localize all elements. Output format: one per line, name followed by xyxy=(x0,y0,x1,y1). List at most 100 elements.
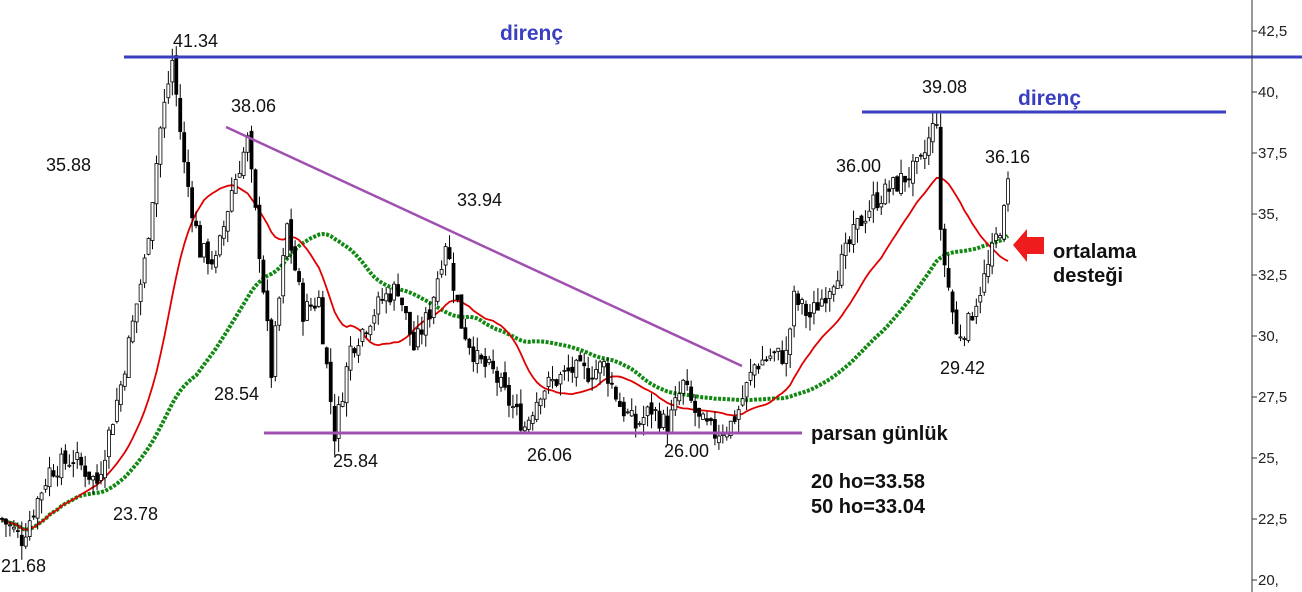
candle-down xyxy=(83,465,88,477)
candle-down xyxy=(467,338,472,348)
candle-down xyxy=(328,361,333,402)
candle-up xyxy=(625,411,630,414)
candle-up xyxy=(146,238,151,255)
price-label: 23.78 xyxy=(113,504,158,524)
candle-up xyxy=(883,183,888,205)
candle-down xyxy=(447,247,452,260)
candle-up xyxy=(926,137,931,156)
candle-up xyxy=(871,194,876,210)
candle-up xyxy=(784,349,789,364)
y-tick-label: 30, xyxy=(1258,328,1279,345)
candle-down xyxy=(689,386,694,401)
candle-up xyxy=(922,152,927,159)
candle-down xyxy=(332,405,337,442)
candle-up xyxy=(23,536,28,547)
candle-down xyxy=(808,312,812,318)
candle-down xyxy=(178,98,183,132)
candle-up xyxy=(986,263,991,277)
candle-down xyxy=(705,418,709,422)
candle-down xyxy=(174,55,179,95)
candle-down xyxy=(780,350,785,364)
candle-up xyxy=(348,345,353,371)
candle-up xyxy=(867,210,872,218)
candle-up xyxy=(233,179,238,194)
y-tick-label: 37,5 xyxy=(1258,145,1287,162)
candle-up xyxy=(229,190,234,212)
candle-up xyxy=(982,273,987,293)
candle-down xyxy=(455,294,460,301)
y-tick-label: 20, xyxy=(1258,572,1279,589)
candle-up xyxy=(958,336,963,339)
candle-down xyxy=(503,372,507,388)
candle-up xyxy=(978,294,983,303)
candle-down xyxy=(451,263,456,291)
candle-down xyxy=(210,259,214,265)
candle-up xyxy=(915,157,919,162)
candle-down xyxy=(400,297,404,306)
candle-up xyxy=(285,223,290,258)
candle-up xyxy=(443,246,448,266)
price-label: 26.00 xyxy=(664,441,709,461)
candle-down xyxy=(257,204,262,260)
candle-down xyxy=(31,515,36,518)
candle-up xyxy=(166,83,171,99)
candle-up xyxy=(641,417,646,425)
ma50-line xyxy=(0,231,1010,532)
price-label: 29.42 xyxy=(940,358,985,378)
candle-up xyxy=(930,123,935,143)
annotation-line-1: ortalama xyxy=(1053,241,1137,263)
candle-down xyxy=(459,294,464,329)
candle-up xyxy=(843,242,848,257)
candle-up xyxy=(911,160,915,184)
candle-up xyxy=(974,305,979,317)
candle-up xyxy=(487,358,492,363)
ma20-line xyxy=(1,176,1009,531)
candle-down xyxy=(427,309,432,320)
candle-down xyxy=(289,219,294,251)
candle-down xyxy=(412,331,416,351)
ma20-legend: 20 ho=33.58 xyxy=(811,471,925,493)
candle-down xyxy=(954,309,959,335)
candle-up xyxy=(499,376,503,388)
candle-down xyxy=(697,407,701,417)
candle-down xyxy=(586,368,591,382)
candle-down xyxy=(633,413,638,429)
candle-down xyxy=(566,367,571,372)
candle-up xyxy=(103,459,107,479)
candle-down xyxy=(293,246,297,271)
candle-up xyxy=(237,172,242,178)
candle-up xyxy=(170,59,175,83)
candle-up xyxy=(792,290,797,327)
candle-up xyxy=(336,404,341,439)
candle-up xyxy=(55,475,60,478)
candle-down xyxy=(796,293,800,305)
candle-up xyxy=(43,485,48,490)
candle-up xyxy=(356,345,361,356)
candle-down xyxy=(190,187,195,219)
candle-up xyxy=(75,452,80,460)
candle-down xyxy=(19,534,24,547)
candle-up xyxy=(768,355,773,359)
candle-up xyxy=(962,338,967,340)
candle-down xyxy=(903,175,907,183)
candle-down xyxy=(463,327,468,340)
ma20-path xyxy=(1,176,1009,531)
candle-up xyxy=(11,526,16,530)
candle-up xyxy=(372,315,377,324)
annotation-line-2: desteği xyxy=(1053,265,1123,287)
candle-down xyxy=(970,316,975,321)
candle-down xyxy=(249,130,254,170)
candle-up xyxy=(827,291,832,299)
candle-up xyxy=(114,399,119,422)
candle-up xyxy=(629,410,634,417)
candle-down xyxy=(514,403,519,408)
candle-down xyxy=(693,400,698,413)
candle-down xyxy=(51,470,56,477)
candle-up xyxy=(736,409,741,420)
arrow-left-icon xyxy=(1013,229,1044,262)
candle-up xyxy=(720,434,725,436)
candle-up xyxy=(305,301,309,321)
candle-down xyxy=(815,302,820,311)
candle-up xyxy=(392,283,397,301)
candle-up xyxy=(994,233,999,242)
